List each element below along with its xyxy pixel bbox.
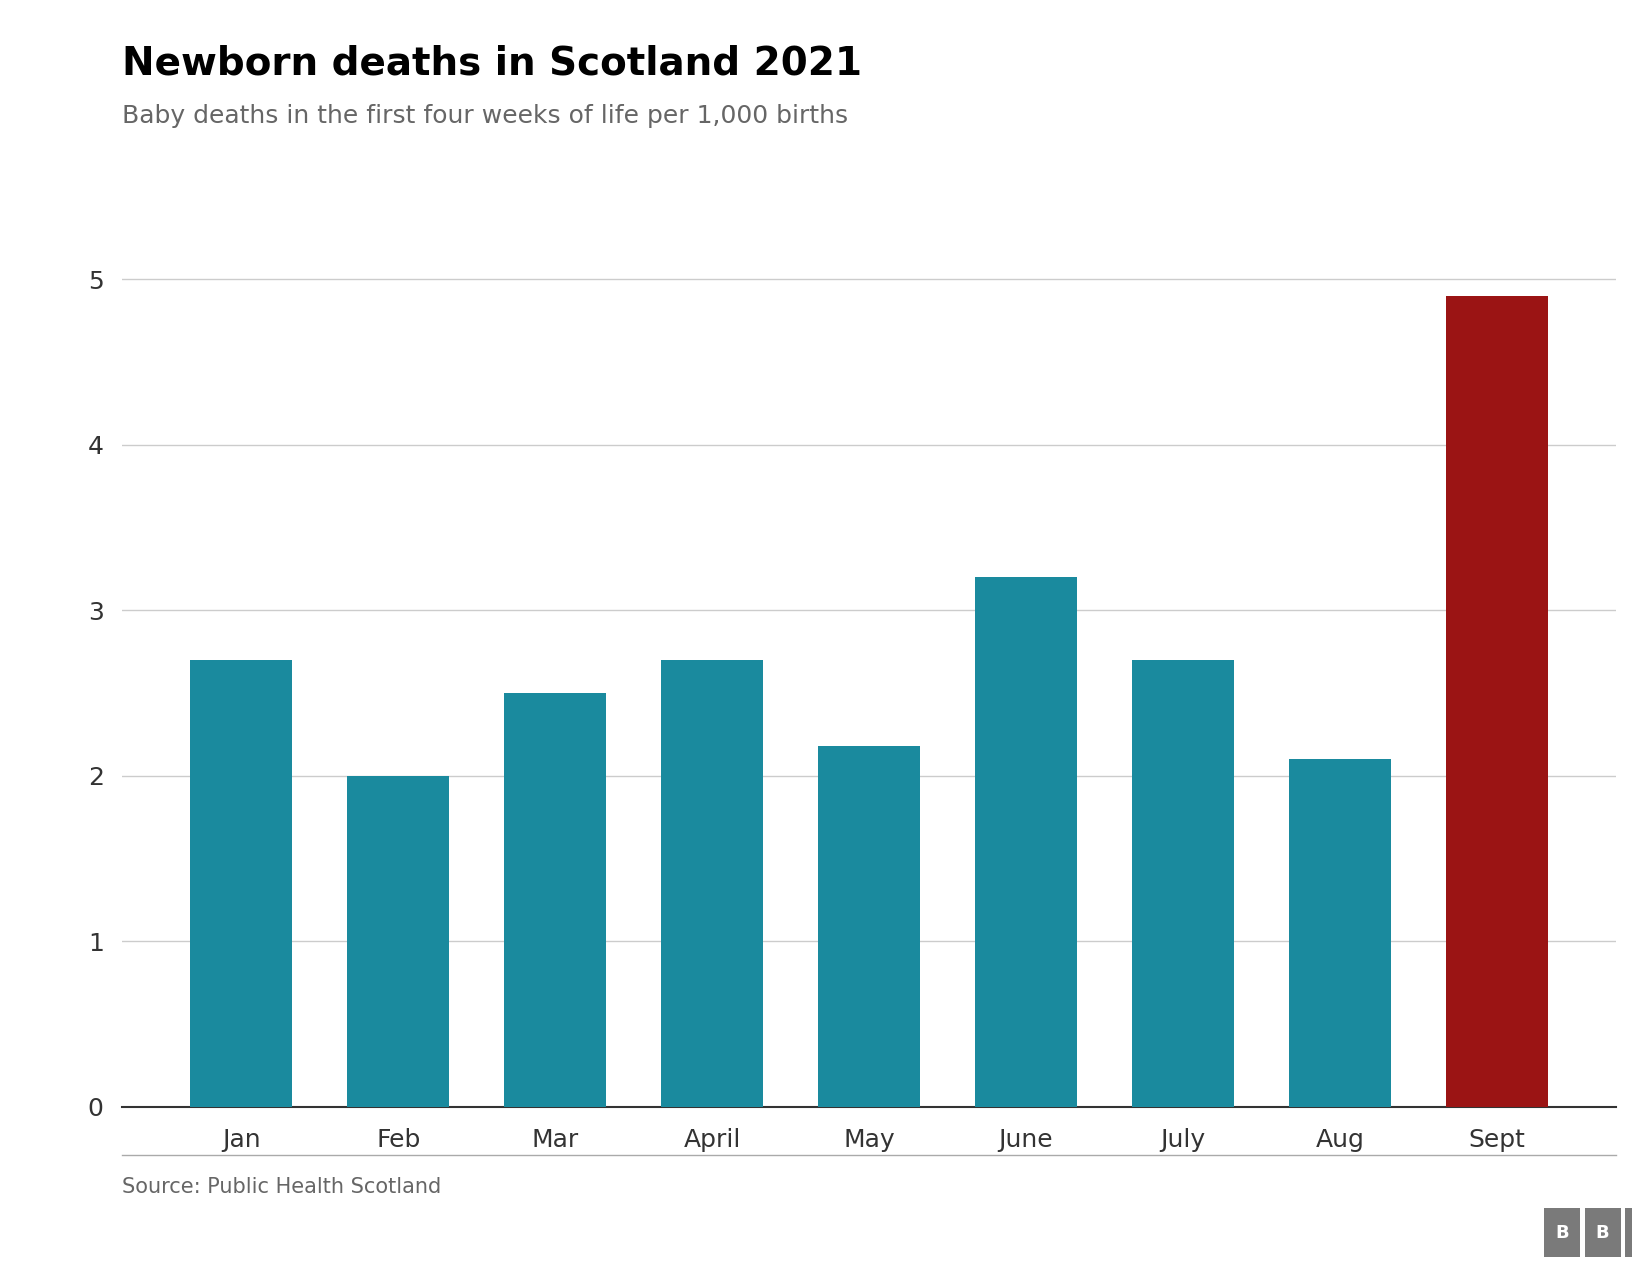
Text: Baby deaths in the first four weeks of life per 1,000 births: Baby deaths in the first four weeks of l… [122, 104, 849, 128]
Bar [191, 660, 292, 1107]
Bar [818, 745, 920, 1107]
Text: Newborn deaths in Scotland 2021: Newborn deaths in Scotland 2021 [122, 45, 862, 83]
Text: Source: Public Health Scotland: Source: Public Health Scotland [122, 1177, 442, 1197]
Bar [661, 660, 764, 1107]
Text: B: B [1596, 1224, 1609, 1241]
Bar [1446, 296, 1547, 1107]
Text: B: B [1555, 1224, 1568, 1241]
Bar [1289, 759, 1390, 1107]
Bar [348, 776, 449, 1107]
Bar [1133, 660, 1234, 1107]
Bar [504, 693, 605, 1107]
Bar [974, 577, 1077, 1107]
